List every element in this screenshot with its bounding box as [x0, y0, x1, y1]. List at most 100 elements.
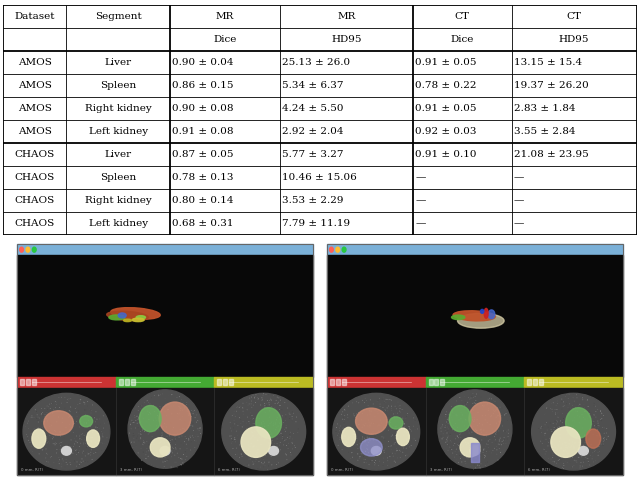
Point — [72, 432, 82, 440]
Point — [554, 423, 564, 431]
Point — [239, 410, 249, 418]
Point — [375, 416, 385, 424]
Point — [93, 432, 103, 439]
Point — [408, 414, 419, 422]
Point — [400, 423, 410, 431]
Point — [470, 443, 480, 450]
Point — [175, 460, 186, 468]
Point — [239, 432, 249, 440]
Point — [83, 423, 93, 431]
Point — [595, 447, 605, 455]
Point — [369, 414, 380, 421]
Text: 25.13 ± 26.0: 25.13 ± 26.0 — [282, 58, 351, 67]
Point — [440, 425, 450, 432]
Point — [177, 461, 187, 469]
Point — [564, 440, 574, 448]
Point — [186, 413, 196, 420]
Point — [54, 394, 64, 401]
Point — [369, 425, 379, 432]
Point — [257, 433, 267, 441]
Point — [136, 431, 146, 439]
Point — [255, 428, 266, 435]
Point — [38, 428, 48, 436]
Point — [364, 461, 374, 468]
Point — [285, 415, 295, 422]
Point — [353, 415, 363, 422]
Point — [397, 448, 408, 456]
Point — [172, 444, 182, 452]
Point — [362, 442, 372, 449]
Point — [141, 455, 151, 462]
Point — [502, 417, 513, 424]
Point — [166, 447, 177, 455]
Point — [358, 416, 368, 424]
Point — [141, 451, 151, 458]
Point — [92, 428, 102, 436]
Point — [97, 446, 107, 454]
Point — [264, 458, 275, 466]
Point — [445, 413, 456, 421]
Point — [465, 409, 476, 417]
Point — [451, 435, 461, 443]
Point — [85, 420, 95, 428]
Point — [287, 435, 298, 443]
Point — [557, 464, 568, 471]
Point — [177, 412, 188, 420]
Point — [257, 418, 268, 425]
Point — [69, 457, 79, 465]
Point — [47, 435, 58, 443]
Point — [575, 433, 586, 441]
Ellipse shape — [269, 446, 278, 455]
Point — [154, 426, 164, 433]
Point — [92, 415, 102, 423]
Point — [97, 430, 108, 438]
Point — [58, 414, 68, 422]
Point — [136, 402, 147, 410]
Point — [252, 414, 262, 422]
Point — [455, 394, 465, 401]
Point — [33, 434, 44, 442]
Point — [281, 411, 291, 419]
Point — [358, 421, 368, 429]
Point — [541, 404, 552, 411]
Point — [595, 438, 605, 445]
Point — [472, 426, 482, 434]
Point — [403, 411, 413, 419]
Point — [577, 394, 588, 402]
Point — [363, 428, 373, 436]
Point — [555, 431, 565, 438]
Point — [444, 429, 454, 437]
Point — [69, 420, 79, 427]
Point — [149, 408, 159, 415]
Point — [443, 420, 453, 427]
Point — [391, 435, 401, 443]
Point — [564, 405, 574, 413]
Point — [155, 423, 165, 431]
Point — [70, 440, 80, 448]
Point — [285, 449, 296, 456]
Point — [442, 429, 452, 437]
Point — [457, 411, 467, 419]
Point — [29, 425, 39, 433]
Point — [598, 424, 608, 432]
Point — [436, 432, 446, 440]
Point — [140, 439, 150, 447]
Point — [540, 450, 550, 458]
Point — [381, 399, 391, 407]
Point — [134, 403, 144, 410]
Point — [168, 444, 178, 452]
Point — [160, 405, 170, 412]
Point — [383, 418, 394, 426]
Point — [551, 420, 561, 428]
Point — [72, 449, 83, 457]
Point — [382, 404, 392, 412]
Ellipse shape — [342, 427, 356, 446]
Point — [469, 416, 479, 424]
Point — [72, 446, 82, 454]
Point — [493, 405, 503, 412]
Point — [157, 408, 167, 416]
Point — [590, 424, 600, 432]
Point — [547, 428, 557, 435]
Point — [360, 447, 371, 455]
Point — [145, 422, 156, 430]
